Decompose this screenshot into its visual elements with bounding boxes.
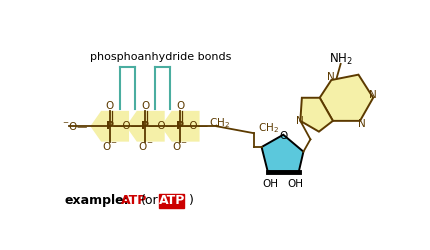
Polygon shape (319, 75, 372, 121)
Text: O$^{-}$: O$^{-}$ (172, 140, 187, 152)
Polygon shape (300, 98, 332, 132)
Text: N: N (295, 116, 303, 126)
Text: N: N (357, 119, 365, 129)
Text: ): ) (188, 194, 193, 207)
Polygon shape (261, 135, 303, 172)
Text: O$^{-}$: O$^{-}$ (137, 140, 153, 152)
Text: P: P (141, 121, 149, 131)
Text: O: O (176, 101, 184, 111)
Text: O: O (105, 101, 114, 111)
Text: —O—: —O— (179, 121, 208, 131)
Text: (or: (or (140, 194, 158, 207)
Text: example:: example: (64, 194, 129, 207)
Polygon shape (90, 111, 129, 142)
Text: ATP: ATP (158, 194, 184, 207)
Text: NH$_2$: NH$_2$ (328, 52, 352, 67)
Text: CH$_2$: CH$_2$ (258, 121, 279, 135)
Polygon shape (160, 111, 199, 142)
Text: P: P (176, 121, 184, 131)
Text: O$^{-}$: O$^{-}$ (101, 140, 117, 152)
Polygon shape (126, 111, 164, 142)
Text: O: O (141, 101, 149, 111)
Text: phosphoanhydride bonds: phosphoanhydride bonds (90, 52, 231, 62)
Text: OH: OH (287, 179, 303, 189)
Text: ATP: ATP (121, 194, 147, 207)
Text: $^{-}$O—: $^{-}$O— (62, 120, 89, 132)
Text: —O—: —O— (113, 121, 141, 131)
Text: —O—: —O— (147, 121, 176, 131)
FancyBboxPatch shape (159, 194, 184, 208)
Text: CH$_2$: CH$_2$ (209, 116, 229, 130)
Text: N: N (368, 90, 375, 100)
Text: P: P (105, 121, 114, 131)
Text: O: O (279, 131, 287, 141)
Text: OH: OH (262, 179, 278, 189)
Text: N: N (327, 72, 335, 82)
